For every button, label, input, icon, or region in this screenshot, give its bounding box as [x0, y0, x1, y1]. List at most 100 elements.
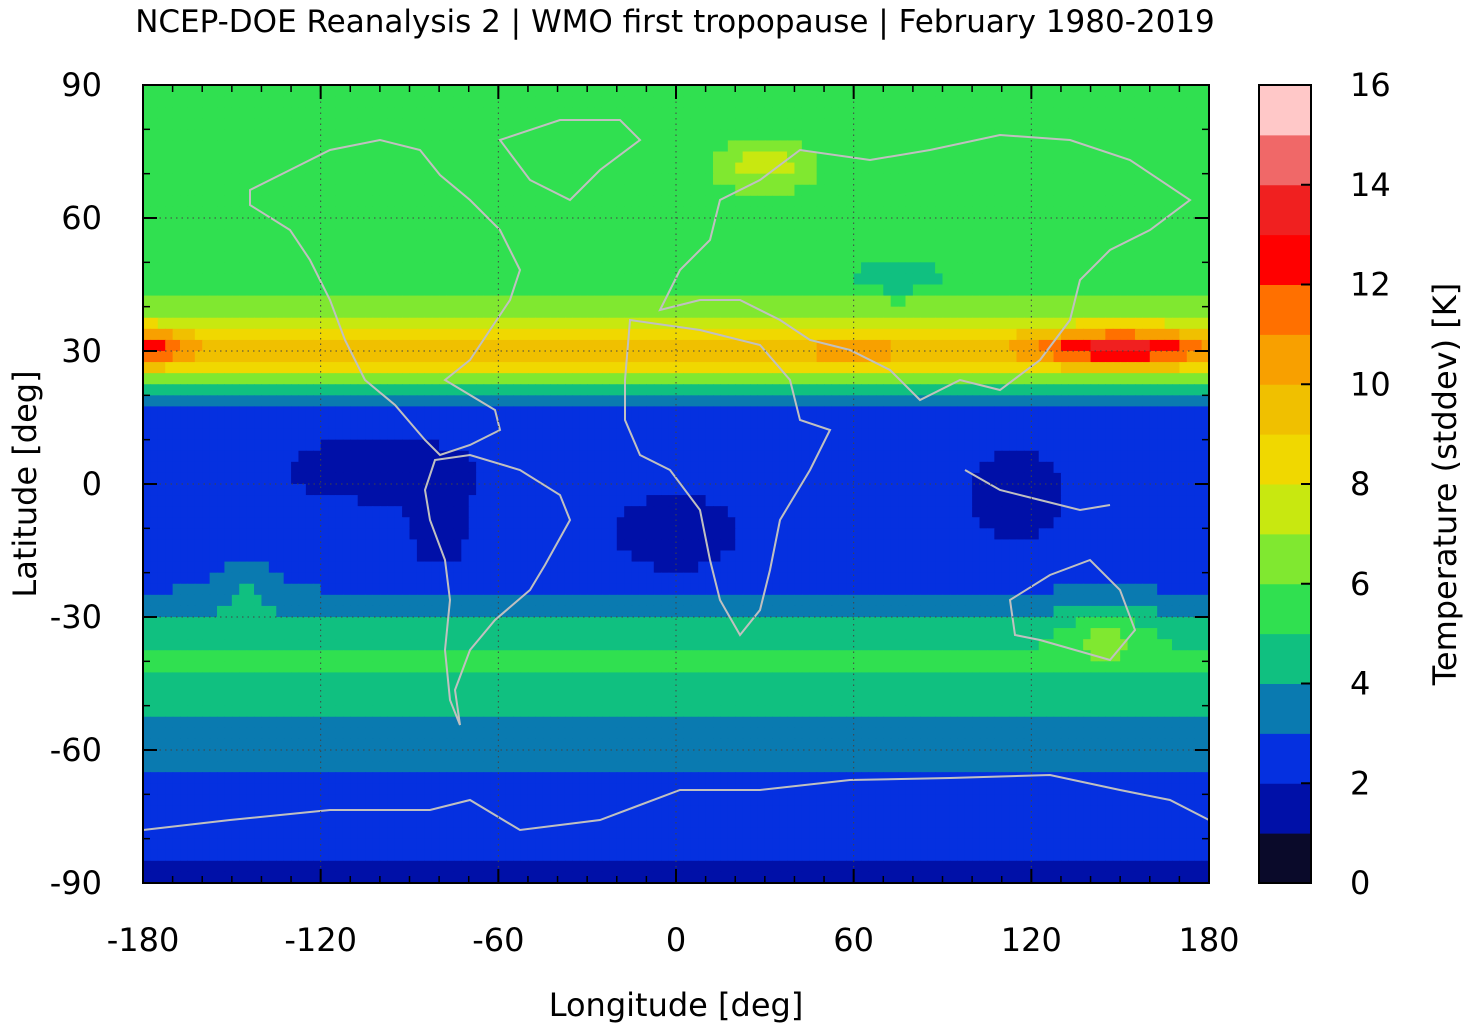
heatmap-cell	[1164, 317, 1173, 330]
heatmap-cell	[1112, 406, 1121, 419]
heatmap-cell	[801, 450, 810, 463]
heatmap-cell	[1120, 417, 1129, 430]
heatmap-cell	[846, 173, 855, 186]
heatmap-cell	[1023, 339, 1032, 352]
heatmap-cell	[861, 428, 870, 441]
heatmap-cell	[372, 395, 381, 408]
heatmap-cell	[513, 306, 522, 319]
heatmap-cell	[1097, 373, 1106, 385]
heatmap-cell	[527, 328, 536, 341]
heatmap-cell	[1016, 151, 1025, 164]
heatmap-cell	[720, 140, 729, 153]
heatmap-cell	[868, 96, 877, 108]
heatmap-cell	[490, 96, 499, 108]
heatmap-cell	[1179, 339, 1188, 352]
heatmap-cell	[1053, 184, 1062, 197]
heatmap-cell	[365, 151, 374, 164]
heatmap-cell	[735, 273, 744, 286]
heatmap-cell	[527, 295, 536, 308]
heatmap-cell	[1201, 151, 1209, 164]
heatmap-cell	[1031, 406, 1040, 419]
heatmap-cell	[387, 406, 396, 419]
heatmap-cell	[705, 240, 714, 252]
heatmap-cell	[942, 218, 951, 230]
heatmap-cell	[898, 218, 907, 230]
heatmap-cell	[742, 262, 751, 275]
heatmap-cell	[291, 351, 300, 363]
heatmap-cell	[350, 339, 359, 352]
heatmap-cell	[431, 417, 440, 430]
heatmap-cell	[609, 362, 618, 374]
heatmap-cell	[801, 328, 810, 341]
heatmap-cell	[298, 339, 307, 352]
heatmap-cell	[661, 306, 670, 319]
heatmap-cell	[698, 351, 707, 363]
heatmap-cell	[246, 173, 255, 186]
heatmap-cell	[453, 384, 462, 396]
heatmap-cell	[624, 118, 633, 130]
heatmap-cell	[342, 229, 351, 241]
heatmap-cell	[1149, 395, 1158, 408]
heatmap-cell	[557, 384, 566, 396]
heatmap-cell	[350, 184, 359, 197]
heatmap-cell	[638, 85, 647, 97]
heatmap-cell	[1201, 184, 1209, 197]
heatmap-cell	[150, 85, 159, 97]
heatmap-cell	[1142, 262, 1151, 275]
heatmap-cell	[624, 184, 633, 197]
heatmap-cell	[846, 339, 855, 352]
heatmap-cell	[661, 262, 670, 275]
heatmap-cell	[461, 251, 470, 263]
heatmap-cell	[846, 107, 855, 119]
heatmap-cell	[661, 362, 670, 374]
heatmap-cell	[1120, 184, 1129, 197]
heatmap-cell	[1134, 339, 1143, 352]
heatmap-cell	[1164, 184, 1173, 197]
heatmap-cell	[683, 229, 692, 241]
heatmap-cell	[365, 96, 374, 108]
heatmap-cell	[846, 240, 855, 252]
heatmap-cell	[291, 417, 300, 430]
heatmap-cell	[1097, 417, 1106, 430]
heatmap-cell	[705, 406, 714, 419]
heatmap-cell	[979, 162, 988, 175]
heatmap-cell	[927, 140, 936, 153]
heatmap-cell	[535, 461, 544, 474]
heatmap-cell	[1164, 373, 1173, 385]
heatmap-cell	[668, 362, 677, 374]
heatmap-cell	[572, 151, 581, 164]
heatmap-cell	[809, 439, 818, 452]
heatmap-cell	[439, 317, 448, 330]
heatmap-cell	[883, 317, 892, 330]
heatmap-cell	[172, 461, 181, 474]
heatmap-cell	[616, 406, 625, 419]
heatmap-cell	[653, 173, 662, 186]
heatmap-cell	[690, 85, 699, 97]
heatmap-cell	[816, 251, 825, 263]
heatmap-cell	[254, 317, 263, 330]
heatmap-cell	[905, 428, 914, 441]
heatmap-cell	[513, 351, 522, 363]
heatmap-cell	[1134, 184, 1143, 197]
heatmap-cell	[283, 129, 292, 142]
heatmap-cell	[1023, 328, 1032, 341]
heatmap-cell	[527, 206, 536, 219]
heatmap-cell	[313, 129, 322, 142]
heatmap-cell	[165, 195, 174, 208]
heatmap-cell	[431, 85, 440, 97]
heatmap-cell	[1164, 107, 1173, 119]
heatmap-cell	[772, 461, 781, 474]
heatmap-cell	[972, 295, 981, 308]
heatmap-cell	[372, 439, 381, 452]
heatmap-cell	[416, 229, 425, 241]
heatmap-cell	[357, 450, 366, 463]
heatmap-cell	[1127, 206, 1136, 219]
heatmap-cell	[1194, 351, 1203, 363]
heatmap-cell	[150, 262, 159, 275]
heatmap-cell	[365, 450, 374, 463]
heatmap-cell	[453, 317, 462, 330]
heatmap-cell	[846, 184, 855, 197]
heatmap-cell	[335, 406, 344, 419]
heatmap-cell	[298, 351, 307, 363]
heatmap-cell	[335, 251, 344, 263]
